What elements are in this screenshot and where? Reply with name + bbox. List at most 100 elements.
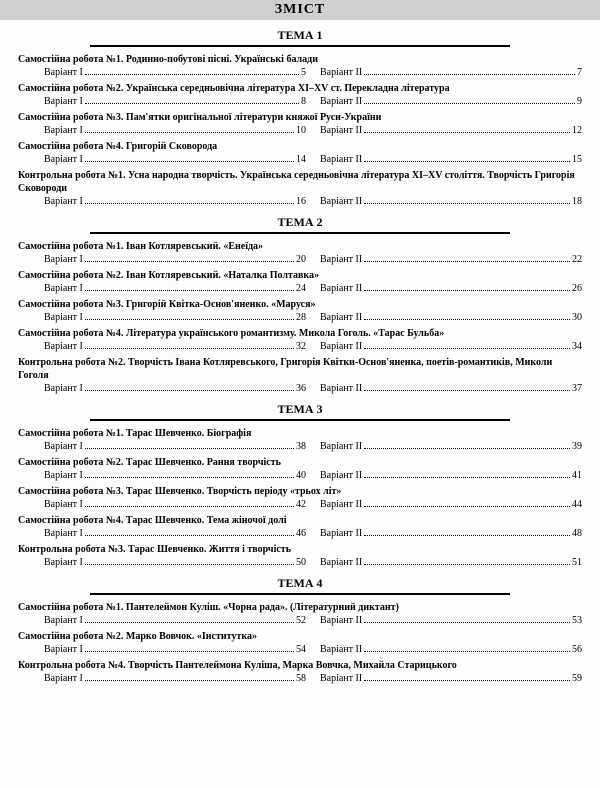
variant-label: Варіант ІІ xyxy=(320,383,362,394)
variant-2: Варіант ІІ 37 xyxy=(320,383,582,394)
variant-1: Варіант І58 xyxy=(44,673,306,684)
leader-dots xyxy=(85,203,294,204)
variant-2: Варіант ІІ12 xyxy=(320,125,582,136)
variant-label: Варіант І xyxy=(44,644,83,655)
variant-row: Варіант І50Варіант ІІ51 xyxy=(18,557,582,568)
toc-entry: Контрольна робота №2. Творчість Івана Ко… xyxy=(18,356,582,394)
page-number: 9 xyxy=(577,96,582,107)
theme-rule xyxy=(90,593,510,595)
entry-title: Самостійна робота №2. Іван Котляревський… xyxy=(18,269,582,282)
toc-content: ТЕМА 1Самостійна робота №1. Родинно-побу… xyxy=(0,28,600,684)
entry-title: Самостійна робота №4. Тарас Шевченко. Те… xyxy=(18,514,582,527)
variant-2: Варіант ІІ48 xyxy=(320,528,582,539)
toc-entry: Самостійна робота №4. Григорій Сковорода… xyxy=(18,140,582,165)
leader-dots xyxy=(364,651,570,652)
leader-dots xyxy=(364,261,570,262)
variant-label: Варіант ІІ xyxy=(320,154,362,165)
variant-label: Варіант І xyxy=(44,615,83,626)
variant-label: Варіант ІІ xyxy=(320,441,362,452)
variant-1: Варіант І 20 xyxy=(44,254,306,265)
leader-dots xyxy=(364,74,575,75)
page-number: 37 xyxy=(572,383,582,394)
variant-row: Варіант І14Варіант ІІ15 xyxy=(18,154,582,165)
page-number: 51 xyxy=(572,557,582,568)
leader-dots xyxy=(364,506,570,507)
page-number: 39 xyxy=(572,441,582,452)
variant-2: Варіант ІІ 9 xyxy=(320,96,582,107)
page-number: 26 xyxy=(572,283,582,294)
variant-2: Варіант ІІ41 xyxy=(320,470,582,481)
leader-dots xyxy=(85,290,294,291)
entry-title: Самостійна робота №1. Тарас Шевченко. Бі… xyxy=(18,427,582,440)
variant-row: Варіант І58 Варіант ІІ 59 xyxy=(18,673,582,684)
variant-2: Варіант ІІ22 xyxy=(320,254,582,265)
variant-row: Варіант І 54 Варіант ІІ56 xyxy=(18,644,582,655)
leader-dots xyxy=(85,506,294,507)
variant-label: Варіант І xyxy=(44,341,83,352)
page-number: 36 xyxy=(296,383,306,394)
page-number: 54 xyxy=(296,644,306,655)
page-number: 30 xyxy=(572,312,582,323)
page-number: 59 xyxy=(572,673,582,684)
page-number: 38 xyxy=(296,441,306,452)
variant-1: Варіант І32 xyxy=(44,341,306,352)
page-number: 40 xyxy=(296,470,306,481)
variant-1: Варіант І 38 xyxy=(44,441,306,452)
theme-rule xyxy=(90,45,510,47)
variant-1: Варіант І 54 xyxy=(44,644,306,655)
theme-header: ТЕМА 3 xyxy=(0,402,600,417)
variant-label: Варіант ІІ xyxy=(320,67,362,78)
leader-dots xyxy=(364,319,570,320)
theme-header: ТЕМА 4 xyxy=(0,576,600,591)
page-number: 14 xyxy=(296,154,306,165)
variant-label: Варіант І xyxy=(44,383,83,394)
leader-dots xyxy=(85,161,294,162)
page-number: 48 xyxy=(572,528,582,539)
variant-label: Варіант ІІ xyxy=(320,470,362,481)
toc-entry: Самостійна робота №2. Українська середнь… xyxy=(18,82,582,107)
variant-label: Варіант І xyxy=(44,67,83,78)
variant-label: Варіант І xyxy=(44,283,83,294)
variant-label: Варіант ІІ xyxy=(320,96,362,107)
leader-dots xyxy=(85,319,294,320)
page-number: 12 xyxy=(572,125,582,136)
variant-row: Варіант І40Варіант ІІ41 xyxy=(18,470,582,481)
variant-2: Варіант ІІ53 xyxy=(320,615,582,626)
leader-dots xyxy=(364,390,570,391)
page-number: 22 xyxy=(572,254,582,265)
page-number: 20 xyxy=(296,254,306,265)
leader-dots xyxy=(364,448,570,449)
variant-label: Варіант І xyxy=(44,154,83,165)
entry-title: Контрольна робота №3. Тарас Шевченко. Жи… xyxy=(18,543,582,556)
theme-header: ТЕМА 2 xyxy=(0,215,600,230)
variant-label: Варіант ІІ xyxy=(320,312,362,323)
variant-label: Варіант ІІ xyxy=(320,499,362,510)
variant-label: Варіант І xyxy=(44,673,83,684)
variant-label: Варіант І xyxy=(44,441,83,452)
leader-dots xyxy=(85,680,294,681)
variant-1: Варіант І52 xyxy=(44,615,306,626)
variant-label: Варіант І xyxy=(44,528,83,539)
variant-row: Варіант І10Варіант ІІ12 xyxy=(18,125,582,136)
leader-dots xyxy=(85,348,294,349)
variant-label: Варіант ІІ xyxy=(320,196,362,207)
toc-entry: Самостійна робота №3. Тарас Шевченко. Тв… xyxy=(18,485,582,510)
variant-1: Варіант І 46 xyxy=(44,528,306,539)
variant-row: Варіант І 46 Варіант ІІ48 xyxy=(18,528,582,539)
variant-label: Варіант І xyxy=(44,125,83,136)
leader-dots xyxy=(364,348,570,349)
variant-2: Варіант ІІ7 xyxy=(320,67,582,78)
variant-label: Варіант ІІ xyxy=(320,615,362,626)
variant-label: Варіант І xyxy=(44,254,83,265)
variant-2: Варіант ІІ56 xyxy=(320,644,582,655)
entry-title: Контрольна робота №1. Усна народна творч… xyxy=(18,169,582,195)
leader-dots xyxy=(85,622,294,623)
entry-title: Самостійна робота №2. Тарас Шевченко. Ра… xyxy=(18,456,582,469)
leader-dots xyxy=(85,261,294,262)
variant-row: Варіант І28Варіант ІІ30 xyxy=(18,312,582,323)
variant-label: Варіант ІІ xyxy=(320,673,362,684)
entry-title: Самостійна робота №2. Українська середнь… xyxy=(18,82,582,95)
leader-dots xyxy=(364,535,570,536)
page-number: 46 xyxy=(296,528,306,539)
entry-title: Самостійна робота №3. Григорій Квітка-Ос… xyxy=(18,298,582,311)
